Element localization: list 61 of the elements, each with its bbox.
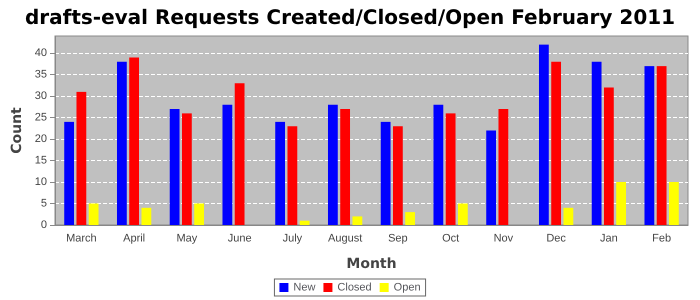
bar (380, 122, 391, 225)
bar (141, 208, 152, 225)
y-tick-label: 20 (34, 133, 47, 146)
bar (287, 126, 298, 225)
bar (446, 113, 456, 225)
bar (498, 109, 508, 225)
x-tick-label: Dec (546, 232, 566, 244)
bar (644, 66, 654, 225)
legend-label: Open (394, 282, 421, 294)
x-tick-label: Jan (600, 232, 618, 244)
bar (300, 220, 310, 225)
bar (656, 66, 667, 225)
bar (538, 44, 549, 225)
x-tick-label: April (123, 232, 146, 244)
y-tick-label: 35 (34, 68, 47, 81)
x-axis-title: Month (346, 256, 397, 272)
bar (668, 182, 679, 225)
x-tick-label: Feb (652, 232, 672, 244)
x-tick-label: May (176, 232, 198, 244)
y-axis-title: Count (8, 106, 25, 154)
y-tick-label: 5 (40, 198, 47, 210)
y-tick-label: 25 (34, 112, 47, 124)
x-tick-label: Nov (494, 232, 514, 244)
bar (486, 130, 496, 225)
bar (194, 204, 204, 225)
bar (88, 204, 99, 225)
bar (352, 216, 362, 225)
bar (234, 83, 245, 225)
legend-label: New (293, 282, 316, 294)
bar (604, 88, 614, 225)
legend-label: Closed (337, 282, 372, 294)
bar (170, 109, 180, 225)
bar (616, 182, 626, 225)
bar (275, 122, 286, 225)
bar (64, 122, 74, 225)
bar (563, 208, 574, 225)
x-tick-label: Oct (442, 232, 460, 244)
y-tick-label: 10 (34, 176, 47, 188)
bar (340, 109, 350, 225)
bar (405, 212, 416, 225)
chart-title: drafts-eval Requests Created/Closed/Open February 2011 (24, 5, 676, 29)
bar (222, 104, 232, 225)
x-tick-label: March (66, 232, 97, 244)
bar (182, 113, 192, 225)
x-tick-label: June (228, 232, 252, 244)
bar (392, 126, 403, 225)
y-tick-label: 30 (34, 90, 47, 102)
bar (592, 62, 602, 225)
bar (328, 104, 338, 225)
x-tick-label: Sep (388, 232, 408, 244)
y-tick-label: 40 (34, 47, 47, 60)
x-tick-label: July (282, 232, 303, 244)
bar (76, 92, 86, 225)
y-tick-label: 15 (34, 154, 47, 167)
bar (116, 62, 127, 225)
bar (551, 62, 562, 225)
y-tick-label: 0 (40, 219, 47, 231)
bar (458, 204, 468, 225)
bar (129, 57, 140, 225)
x-tick-label: August (328, 232, 362, 244)
bar (433, 104, 444, 225)
